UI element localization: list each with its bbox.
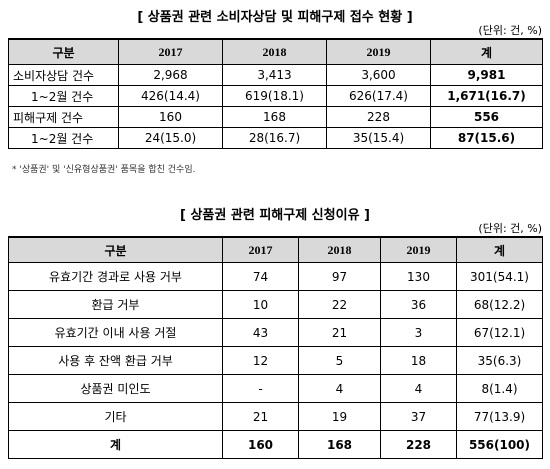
row: 피해구제 건수 160 168 228 556 xyxy=(8,106,543,128)
cell: 5 xyxy=(298,346,381,375)
cell: 3,600 xyxy=(326,64,431,86)
cell: 228 xyxy=(380,430,457,459)
cell: 43 xyxy=(222,318,299,347)
header-cell: 구분 xyxy=(8,236,223,263)
row: 계 160 168 228 556(100) xyxy=(8,430,543,459)
cell: 556 xyxy=(430,106,543,128)
cell: - xyxy=(222,374,299,403)
row: 사용 후 잔액 환급 거부 12 5 18 35(6.3) xyxy=(8,346,543,375)
cell: 35(15.4) xyxy=(326,127,431,149)
cell: 3,413 xyxy=(222,64,327,86)
cell: 160 xyxy=(222,430,299,459)
cell: 계 xyxy=(8,430,223,459)
cell: 22 xyxy=(298,290,381,319)
header-row: 구분 2017 2018 2019 계 xyxy=(8,38,543,65)
row: 상품권 미인도 -4 4 8(1.4) xyxy=(8,374,543,403)
cell: 168 xyxy=(222,106,327,128)
cell: 21 xyxy=(298,318,381,347)
cell: 사용 후 잔액 환급 거부 xyxy=(8,346,223,375)
cell: 9,981 xyxy=(430,64,543,86)
cell: 2,968 xyxy=(118,64,223,86)
header-cell: 계 xyxy=(456,236,543,263)
cell: 유효기간 경과로 사용 거부 xyxy=(8,262,223,291)
cell: 36 xyxy=(380,290,457,319)
table1-title: [ 상품권 관련 소비자상담 및 피해구제 접수 현황 ] xyxy=(137,10,413,25)
cell: 19 xyxy=(298,402,381,431)
cell: 619(18.1) xyxy=(222,85,327,107)
cell: 4 xyxy=(380,374,457,403)
cell: 130 xyxy=(380,262,457,291)
cell: 소비자상담 건수 xyxy=(8,64,119,86)
table1-unit: (단위: 건, %) xyxy=(478,24,542,37)
cell: 68(12.2) xyxy=(456,290,543,319)
cell: 28(16.7) xyxy=(222,127,327,149)
row: 유효기간 이내 사용 거절 43 21 3 67(12.1) xyxy=(8,318,543,347)
header-cell: 2018 xyxy=(222,38,327,65)
row: 1~2월 건수 426(14.4) 619(18.1) 626(17.4) 1,671(… xyxy=(8,85,543,107)
header-row: 구분 2017 2018 2019 계 xyxy=(8,236,543,263)
cell: 10 xyxy=(222,290,299,319)
cell: 556(100) xyxy=(456,430,543,459)
row: 소비자상담 건수 2,968 3,413 3,600 9,981 xyxy=(8,64,543,86)
row: 1~2월 건수 24(15.0) 28(16.7) 35(15.4) 87(15.6) xyxy=(8,127,543,149)
row: 환급 거부 10 22 36 68(12.2) xyxy=(8,290,543,319)
table2-title: [ 상품권 관련 피해구제 신청이유 ] xyxy=(180,208,370,223)
cell: 74 xyxy=(222,262,299,291)
cell: 1~2월 건수 xyxy=(8,127,119,149)
table1: 구분 2017 2018 2019 계 소비자상담 건수 2,968 3,413 3,600 9,… xyxy=(8,38,543,149)
header-cell: 2019 xyxy=(326,38,431,65)
cell: 21 xyxy=(222,402,299,431)
cell: 상품권 미인도 xyxy=(8,374,223,403)
cell: 626(17.4) xyxy=(326,85,431,107)
cell: 기타 xyxy=(8,402,223,431)
header-cell: 2018 xyxy=(298,236,381,263)
cell: 12 xyxy=(222,346,299,375)
cell: 환급 거부 xyxy=(8,290,223,319)
cell: 피해구제 건수 xyxy=(8,106,119,128)
cell: 1,671(16.7) xyxy=(430,85,543,107)
table2-unit: (단위: 건, %) xyxy=(478,222,542,235)
cell: 3 xyxy=(380,318,457,347)
cell: 24(15.0) xyxy=(118,127,223,149)
cell: 168 xyxy=(298,430,381,459)
header-cell: 2017 xyxy=(118,38,223,65)
table2: 구분 2017 2018 2019 계 유효기간 경과로 사용 거부 74 97 130 301(… xyxy=(8,236,543,459)
cell: 67(12.1) xyxy=(456,318,543,347)
cell: 301(54.1) xyxy=(456,262,543,291)
cell: 1~2월 건수 xyxy=(8,85,119,107)
cell: 77(13.9) xyxy=(456,402,543,431)
cell: 97 xyxy=(298,262,381,291)
header-cell: 계 xyxy=(430,38,543,65)
cell: 8(1.4) xyxy=(456,374,543,403)
cell: 35(6.3) xyxy=(456,346,543,375)
cell: 87(15.6) xyxy=(430,127,543,149)
note: * '상품권' 및 '신유형상품권' 품목을 합친 건수임. xyxy=(12,165,196,175)
cell: 160 xyxy=(118,106,223,128)
cell: 37 xyxy=(380,402,457,431)
row: 유효기간 경과로 사용 거부 74 97 130 301(54.1) xyxy=(8,262,543,291)
cell: 18 xyxy=(380,346,457,375)
cell: 426(14.4) xyxy=(118,85,223,107)
header-cell: 2017 xyxy=(222,236,299,263)
cell: 228 xyxy=(326,106,431,128)
header-cell: 구분 xyxy=(8,38,119,65)
header-cell: 2019 xyxy=(380,236,457,263)
cell: 4 xyxy=(298,374,381,403)
cell: 유효기간 이내 사용 거절 xyxy=(8,318,223,347)
row: 기타 21 19 37 77(13.9) xyxy=(8,402,543,431)
